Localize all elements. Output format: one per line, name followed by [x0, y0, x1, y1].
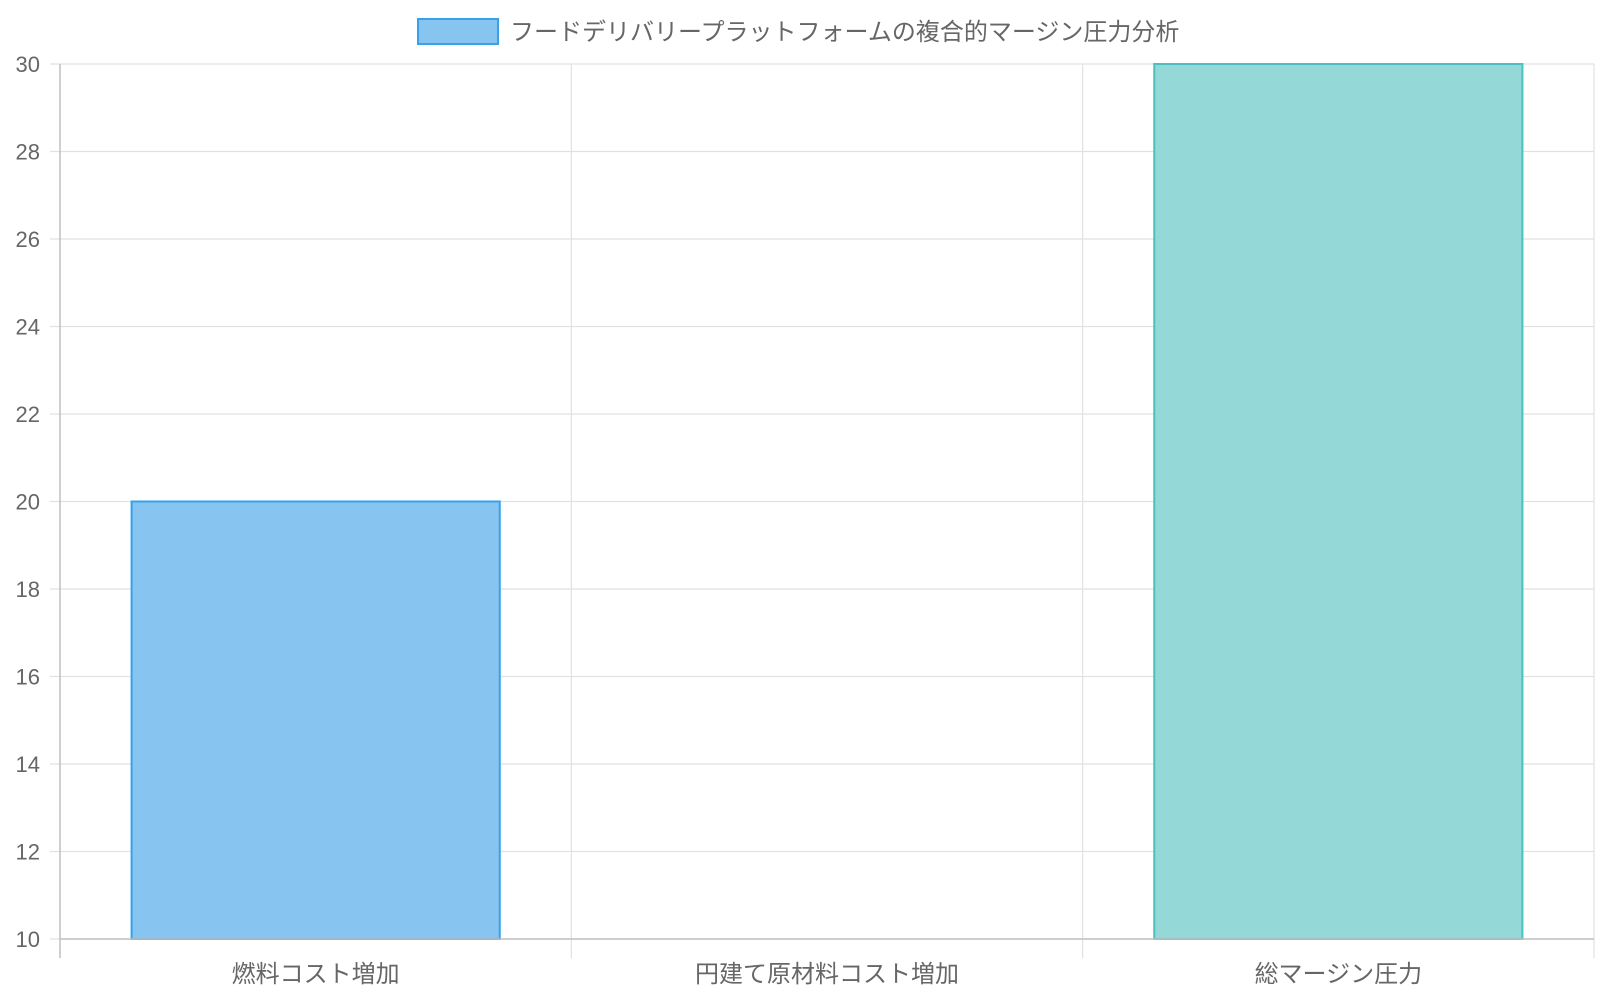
y-tick-label: 20 [16, 490, 40, 515]
legend[interactable]: フードデリバリープラットフォームの複合的マージン圧力分析 [417, 18, 1179, 46]
x-tick-label: 燃料コスト増加 [232, 961, 400, 988]
x-tick-label: 円建て原材料コスト増加 [695, 961, 959, 988]
y-axis-ticks: 10 12 14 16 18 20 22 24 26 28 30 [16, 52, 40, 952]
y-tick-label: 18 [16, 577, 40, 602]
bar-1[interactable] [130, 500, 501, 940]
y-tick-label: 22 [16, 402, 40, 427]
bars [130, 63, 1524, 940]
y-tick-label: 16 [16, 665, 40, 690]
y-tick-label: 10 [16, 927, 40, 952]
x-tick-label: 総マージン圧力 [1255, 961, 1423, 988]
y-tick-label: 24 [16, 315, 40, 340]
bar-3[interactable] [1153, 63, 1524, 940]
y-tick-label: 30 [16, 52, 40, 77]
axes [59, 64, 1594, 958]
x-axis-ticks: 燃料コスト増加 円建て原材料コスト増加 総マージン圧力 [232, 961, 1422, 988]
y-tick-label: 26 [16, 227, 40, 252]
y-tick-label: 14 [16, 752, 40, 777]
legend-swatch [417, 18, 499, 45]
y-tick-label: 28 [16, 140, 40, 165]
y-tick-label: 12 [16, 840, 40, 865]
legend-label: フードデリバリープラットフォームの複合的マージン圧力分析 [510, 19, 1179, 46]
